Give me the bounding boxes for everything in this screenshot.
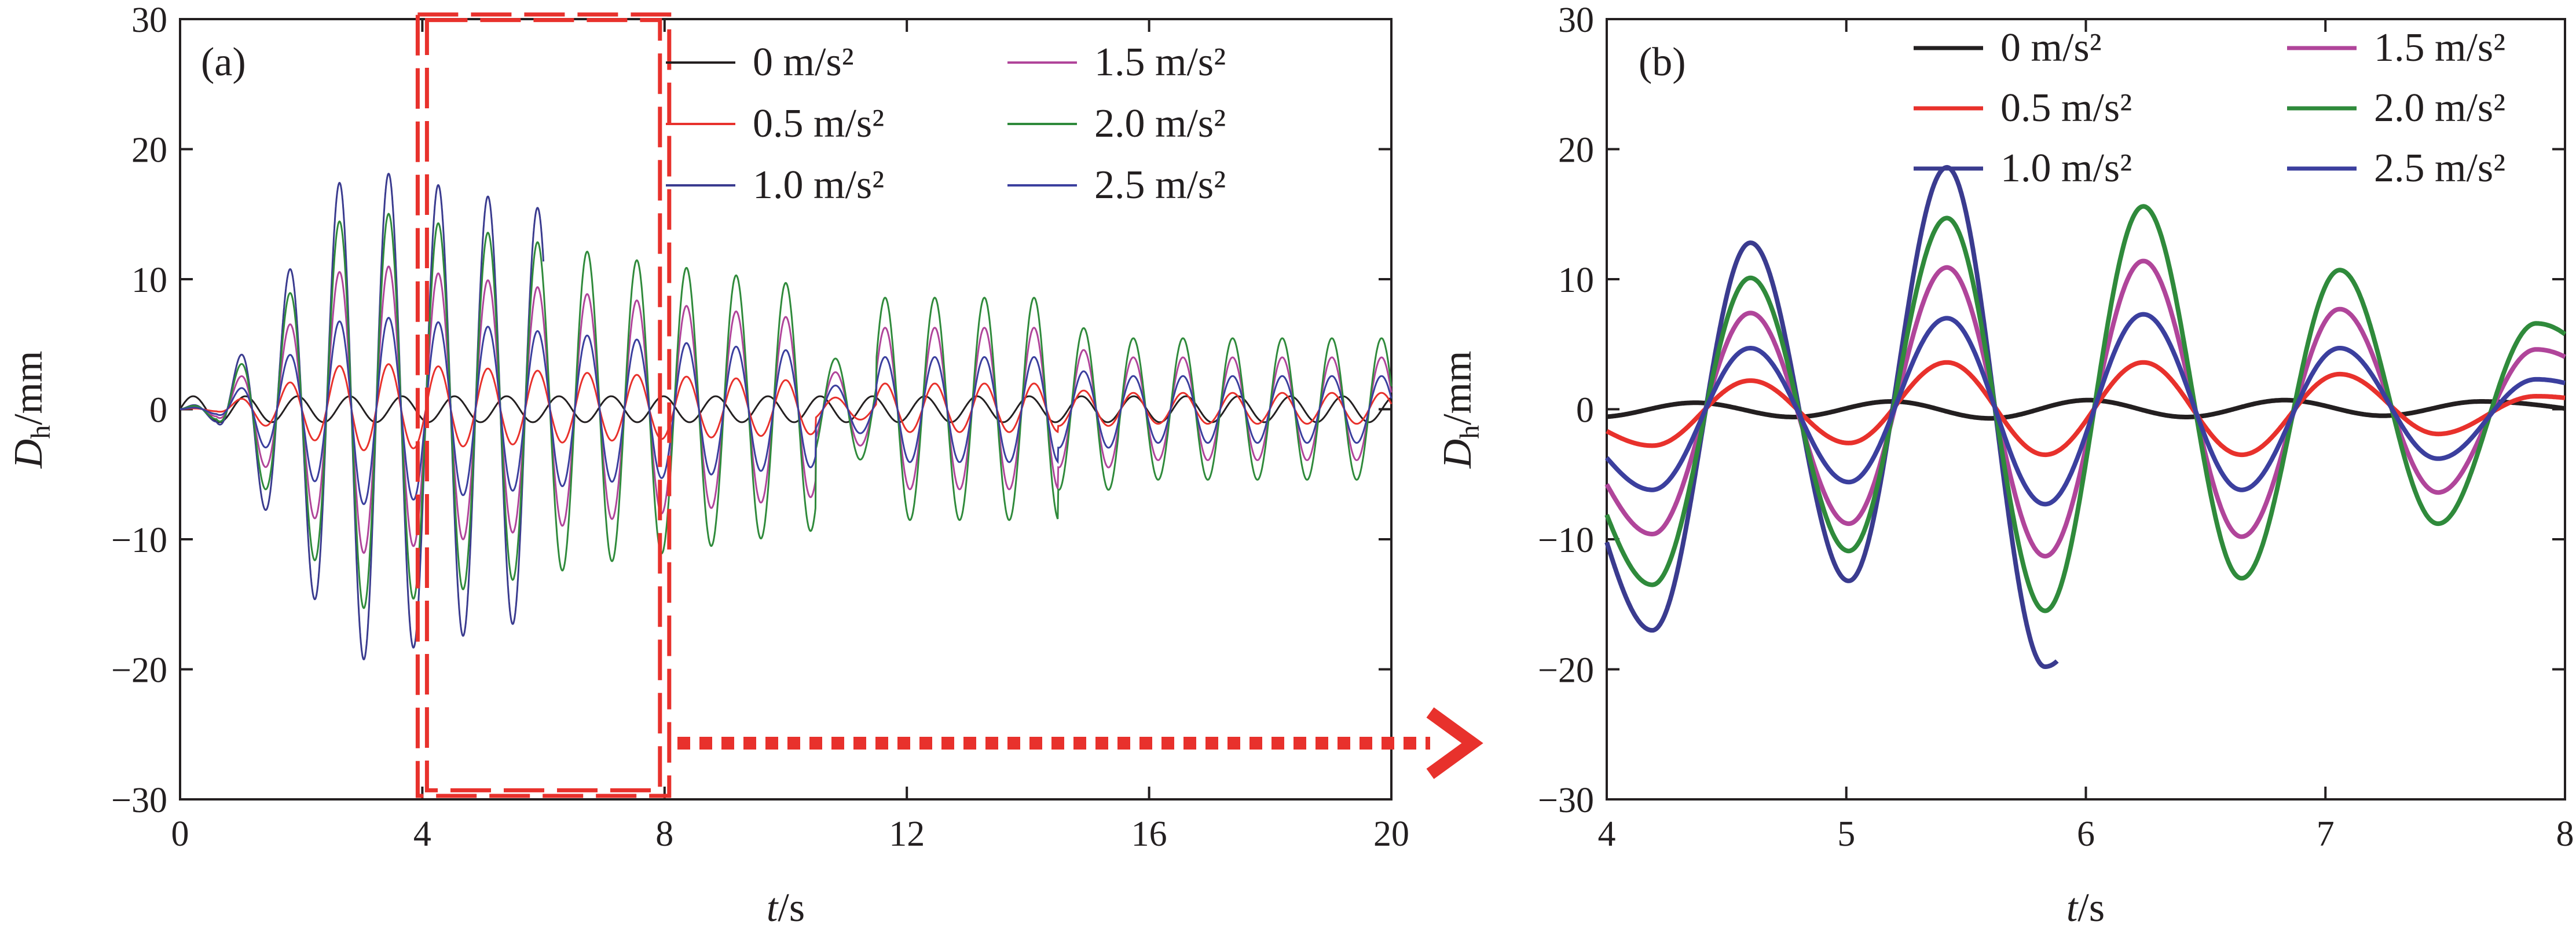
panel-b-y-axis-label: Dh/mm [1435,351,1485,469]
panel-a-legend-label-2: 1.0 m/s² [753,163,884,207]
panel-b-ticks: 4 5 6 7 8 30 20 10 0 −10 −20 −30 [1538,1,2574,854]
panel-a-x-tick-label: 16 [1131,814,1167,854]
zoom-arrow [677,707,1483,779]
panel-a-highlight-rect [415,12,672,798]
panel-a-y-axis-label: Dh/mm [6,351,56,469]
panel-a: (a) 0 4 8 12 16 20 30 20 10 0 −10 −20 −30 0 m/s² 0.5 … [6,1,1409,930]
panel-a-legend-label-4: 2.0 m/s² [1094,101,1226,146]
panel-b-x-tick-label: 8 [2556,814,2574,854]
panel-a-series-line-0 [179,395,1392,423]
zoom-arrow-head [1426,707,1483,779]
panel-a-x-tick-label: 0 [171,814,189,854]
panel-b-legend-label-4: 2.0 m/s² [2374,86,2505,130]
panel-b-x-tick-label: 6 [2077,814,2095,854]
panel-b-legend-label-2: 1.0 m/s² [2000,146,2132,191]
panel-a-legend-label-5: 2.5 m/s² [1094,163,1226,207]
panel-b-series-line-0 [1606,397,2566,421]
panel-a-tag: (a) [201,40,246,85]
panel-b-legend: 0 m/s² 0.5 m/s² 1.0 m/s² 1.5 m/s² 2.0 m/s² 2.… [1914,25,2505,191]
panel-a-highlight-box [415,12,672,798]
panel-a-legend-label-3: 1.5 m/s² [1094,40,1226,85]
panel-b: (b) 4 5 6 7 8 30 20 10 0 −10 −20 −30 0 m/s² 0.5 m/s²… [1435,1,2574,930]
panel-b-legend-label-5: 2.5 m/s² [2374,146,2505,191]
panel-b-legend-label-0: 0 m/s² [2000,25,2102,70]
panel-a-series-line-1 [180,363,1393,451]
panel-b-series-line-4 [1604,204,2567,613]
panel-b-x-tick-label: 7 [2317,814,2335,854]
panel-a-legend: 0 m/s² 0.5 m/s² 1.0 m/s² 1.5 m/s² 2.0 m/s² 2.… [666,40,1226,207]
panel-b-series-line-3 [1604,258,2566,559]
panel-a-y-tick-label: 20 [131,131,167,170]
panel-b-legend-label-3: 1.5 m/s² [2374,25,2505,70]
panel-a-series-group [179,173,1393,660]
panel-b-y-tick-label: 30 [1558,1,1594,40]
panel-b-series-group [1604,165,2567,669]
panel-a-y-tick-label: −10 [111,521,167,560]
panel-b-series-line-5 [1604,312,2566,507]
panel-b-y-tick-label: −20 [1538,651,1594,690]
panel-b-y-tick-label: 20 [1558,131,1594,170]
panel-a-y-tick-label: 30 [131,1,167,40]
panel-a-series-line-3 [179,265,1393,554]
panel-a-x-tick-label: 4 [413,814,431,854]
panel-a-x-tick-label: 20 [1373,814,1409,854]
panel-b-y-tick-label: −10 [1538,521,1594,560]
panel-b-series-line-1 [1606,360,2566,458]
panel-b-x-axis-label: t/s [2066,886,2105,930]
panel-a-legend-label-0: 0 m/s² [753,40,854,85]
panel-a-legend-label-1: 0.5 m/s² [753,101,884,146]
panel-a-y-tick-label: −20 [111,651,167,690]
panel-b-series-line-2 [1604,165,2059,669]
panel-a-y-tick-label: −30 [111,781,167,820]
panel-b-tag: (b) [1639,40,1686,85]
panel-a-x-tick-label: 8 [655,814,673,854]
panel-b-y-tick-label: 10 [1558,261,1594,300]
panel-a-series-line-4 [179,213,1393,609]
panel-a-x-tick-label: 12 [889,814,925,854]
panel-a-highlight-rect [424,18,662,792]
panel-b-legend-label-1: 0.5 m/s² [2000,86,2132,130]
panel-b-y-tick-label: 0 [1576,391,1594,430]
panel-b-x-tick-label: 5 [1837,814,1855,854]
panel-b-x-tick-label: 4 [1598,814,1616,854]
panel-a-series-line-2 [179,173,545,660]
panel-a-y-tick-label: 0 [149,391,167,430]
panel-a-y-tick-label: 10 [131,261,167,300]
panel-a-x-axis-label: t/s [767,886,805,930]
panel-a-ticks: 0 4 8 12 16 20 30 20 10 0 −10 −20 −30 [111,1,1409,854]
panel-b-y-tick-label: −30 [1538,781,1594,820]
panel-a-series-line-5 [180,317,1393,505]
